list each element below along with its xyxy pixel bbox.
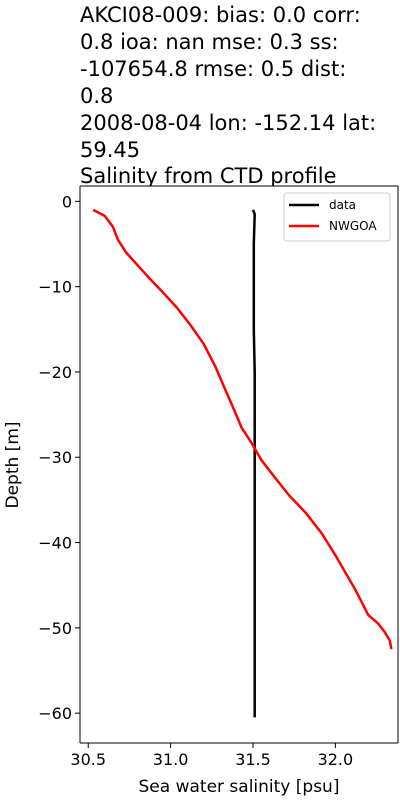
title-line: 59.45: [80, 138, 140, 162]
series-line-data: [251, 209, 256, 718]
y-tick-label: −50: [38, 619, 72, 638]
legend-label-nwgoa: NWGOA: [329, 219, 377, 233]
series-line-nwgoa: [92, 208, 393, 650]
y-tick-label: −40: [38, 534, 72, 553]
title-line: Salinity from CTD profile: [80, 164, 337, 188]
title-line: AKCI08-009: bias: 0.0 corr:: [80, 3, 361, 27]
y-tick-label: −60: [38, 704, 72, 723]
y-tick-label: −10: [38, 278, 72, 297]
chart-title: AKCI08-009: bias: 0.0 corr: 0.8 ioa: nan…: [80, 3, 376, 188]
title-line: 0.8: [80, 84, 113, 108]
x-axis-ticks: 30.5 31.0 31.5 32.0: [70, 743, 353, 769]
title-line: 0.8 ioa: nan mse: 0.3 ss:: [80, 30, 339, 54]
legend: data NWGOA: [283, 192, 391, 242]
y-axis-ticks: 0 −10 −20 −30 −40 −50 −60: [38, 192, 80, 723]
x-tick-label: 32.0: [318, 750, 354, 769]
y-tick-label: −30: [38, 448, 72, 467]
y-axis-label: Depth [m]: [3, 421, 23, 508]
x-tick-label: 31.5: [235, 750, 271, 769]
x-axis-label: Sea water salinity [psu]: [139, 777, 340, 797]
y-tick-label: 0: [62, 192, 72, 211]
series-group: [92, 208, 393, 718]
axes-frame: [79, 185, 399, 744]
x-tick-label: 30.5: [70, 750, 106, 769]
x-tick-label: 31.0: [153, 750, 189, 769]
title-line: -107654.8 rmse: 0.5 dist:: [80, 57, 346, 81]
y-tick-label: −20: [38, 363, 72, 382]
legend-label-data: data: [329, 198, 356, 212]
plot-area: [80, 186, 398, 743]
title-line: 2008-08-04 lon: -152.14 lat:: [80, 111, 376, 135]
